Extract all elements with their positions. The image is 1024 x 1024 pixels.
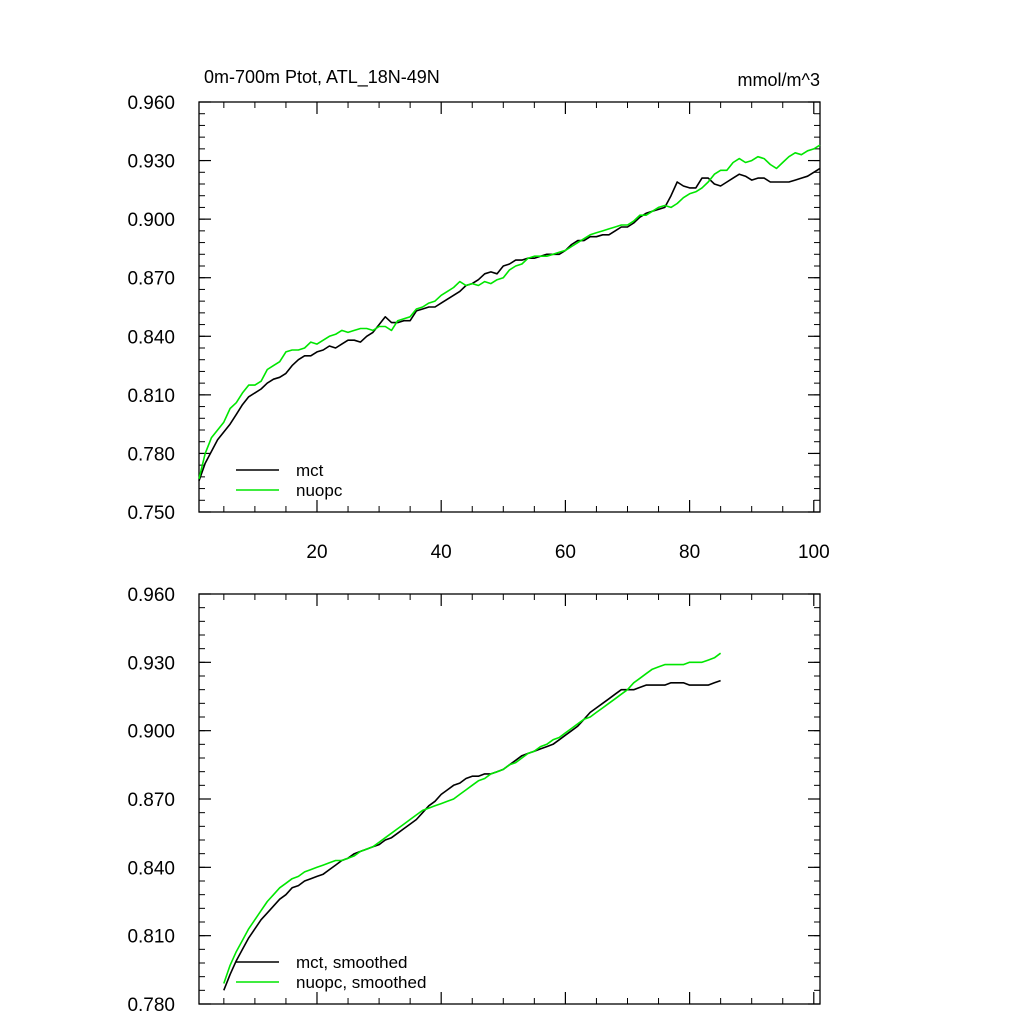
plot-frame [198,101,821,513]
legend-label-nuopc: nuopc [296,481,343,500]
y-tick-label: 0.840 [127,327,175,348]
y-tick-label: 0.930 [127,152,175,173]
legend: mct, smoothed nuopc, smoothed [236,953,426,992]
axis-ticks: 0.780 0.810 0.840 0.870 0.900 0.930 0.960 [127,585,820,1016]
y-tick-label: 0.870 [127,269,175,290]
y-tick-label: 0.900 [127,210,175,231]
y-tick-label: 0.810 [127,386,175,407]
x-tick-label: 20 [306,542,327,563]
y-tick-label: 0.960 [127,93,175,114]
series-line-mct-smoothed [223,679,721,991]
series-line-nuopc [198,144,821,479]
legend-label-mct-smoothed: mct, smoothed [296,953,408,972]
panel-top: 0m-700m Ptot, ATL_18N-49N mmol/m^3 0.750… [127,67,829,563]
units-label: mmol/m^3 [738,70,820,90]
legend-label-mct: mct [296,461,324,480]
x-tick-label: 40 [431,542,452,563]
y-tick-label: 0.750 [127,503,175,524]
y-tick-label: 0.810 [127,927,175,948]
series-line-nuopc-smoothed [223,652,722,984]
y-tick-label: 0.840 [127,858,175,879]
y-tick-label: 0.960 [127,585,175,606]
axis-ticks: 0.750 0.780 0.810 0.840 0.870 0.900 0.930 0.960… [127,93,829,563]
y-tick-label: 0.780 [127,444,175,465]
y-tick-label: 0.900 [127,722,175,743]
series-line-mct [198,167,821,482]
chart-title: 0m-700m Ptot, ATL_18N-49N [204,67,440,88]
panel-bottom: 0.780 0.810 0.840 0.870 0.900 0.930 0.960 mct,… [127,585,821,1016]
legend: mct nuopc [236,461,343,500]
x-tick-label: 100 [798,542,830,563]
y-tick-label: 0.780 [127,995,175,1016]
y-tick-label: 0.870 [127,790,175,811]
series-lines [198,144,821,482]
x-tick-label: 60 [555,542,576,563]
x-tick-label: 80 [679,542,700,563]
series-lines [223,652,722,991]
y-tick-label: 0.930 [127,653,175,674]
legend-label-nuopc-smoothed: nuopc, smoothed [296,973,426,992]
